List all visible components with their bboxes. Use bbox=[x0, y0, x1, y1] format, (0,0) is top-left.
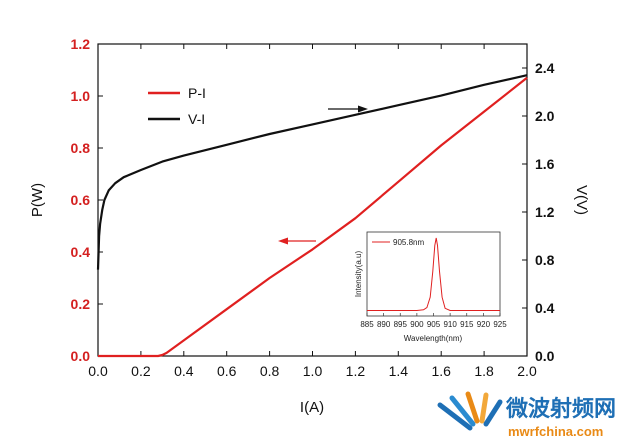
y2-tick-label: 0.8 bbox=[535, 252, 555, 268]
y2-tick-label: 0.0 bbox=[535, 348, 555, 364]
x-tick-label: 1.0 bbox=[303, 363, 323, 379]
x-axis-label: I(A) bbox=[300, 399, 324, 416]
x-tick-label: 0.4 bbox=[174, 363, 194, 379]
inset-y-label: Intensity(a.u) bbox=[354, 251, 363, 298]
inset-spectrum: 885 890 895 900 905 910 915 920 925 905.8nm Wave… bbox=[354, 231, 507, 343]
legend-label-v-i: V-I bbox=[188, 111, 205, 127]
y2-tick-label: 1.2 bbox=[535, 204, 555, 220]
y-tick-label: 1.2 bbox=[71, 36, 91, 52]
v-i-axis-arrow bbox=[328, 105, 368, 113]
watermark-chinese: 微波射频网 bbox=[505, 396, 616, 422]
x-tick-label: 2.0 bbox=[517, 363, 537, 379]
inset-x-label: Wavelength(nm) bbox=[404, 334, 463, 343]
inset-x-tick-label: 925 bbox=[493, 320, 507, 329]
y2-tick-label: 2.4 bbox=[535, 60, 555, 76]
series-layer bbox=[96, 74, 528, 358]
legend: P-I V-I bbox=[148, 85, 206, 127]
y-axis-label: P(W) bbox=[29, 183, 46, 217]
legend-label-p-i: P-I bbox=[188, 85, 206, 101]
y-tick-label: 0.6 bbox=[71, 192, 91, 208]
y-tick-label: 0.4 bbox=[71, 244, 91, 260]
inset-x-tick-label: 890 bbox=[377, 320, 391, 329]
x-tick-label: 0.8 bbox=[260, 363, 280, 379]
watermark: 微波射频网 mwrfchina.com bbox=[437, 391, 616, 439]
x-tick-label: 1.8 bbox=[474, 363, 494, 379]
watermark-logo-icon bbox=[437, 391, 503, 431]
y-tick-label: 0.8 bbox=[71, 140, 91, 156]
p-i-axis-arrow bbox=[278, 237, 316, 245]
inset-x-tick-label: 900 bbox=[410, 320, 424, 329]
x-tick-label: 0.0 bbox=[88, 363, 108, 379]
y2-axis-label: V(V) bbox=[573, 185, 590, 215]
series-line-p-i bbox=[98, 76, 528, 358]
inset-spectrum-curve bbox=[367, 237, 500, 311]
inset-frame bbox=[366, 231, 501, 317]
y2-tick-label: 2.0 bbox=[535, 108, 555, 124]
inset-x-tick-label: 905 bbox=[427, 320, 441, 329]
x-tick-label: 0.2 bbox=[131, 363, 151, 379]
x-tick-label: 0.6 bbox=[217, 363, 237, 379]
inset-legend-label: 905.8nm bbox=[393, 238, 424, 247]
x-tick-label: 1.6 bbox=[431, 363, 451, 379]
ticks-layer: 0.0 0.2 0.4 0.6 0.8 1.0 1.2 1.4 1.6 1.8 2.00.00.20… bbox=[71, 36, 555, 379]
watermark-url: mwrfchina.com bbox=[508, 424, 603, 439]
x-tick-label: 1.2 bbox=[346, 363, 366, 379]
inset-x-tick-label: 920 bbox=[477, 320, 491, 329]
y-tick-label: 1.0 bbox=[71, 88, 91, 104]
inset-x-tick-label: 885 bbox=[360, 320, 374, 329]
inset-ticks: 885 890 895 900 905 910 915 920 925 bbox=[360, 313, 507, 329]
y-tick-label: 0.2 bbox=[71, 296, 91, 312]
series-line-v-i bbox=[96, 74, 528, 270]
y2-tick-label: 1.6 bbox=[535, 156, 555, 172]
y2-tick-label: 0.4 bbox=[535, 300, 555, 316]
inset-x-tick-label: 895 bbox=[394, 320, 408, 329]
y-tick-label: 0.0 bbox=[71, 348, 91, 364]
x-tick-label: 1.4 bbox=[389, 363, 409, 379]
inset-x-tick-label: 910 bbox=[443, 320, 457, 329]
inset-x-tick-label: 915 bbox=[460, 320, 474, 329]
